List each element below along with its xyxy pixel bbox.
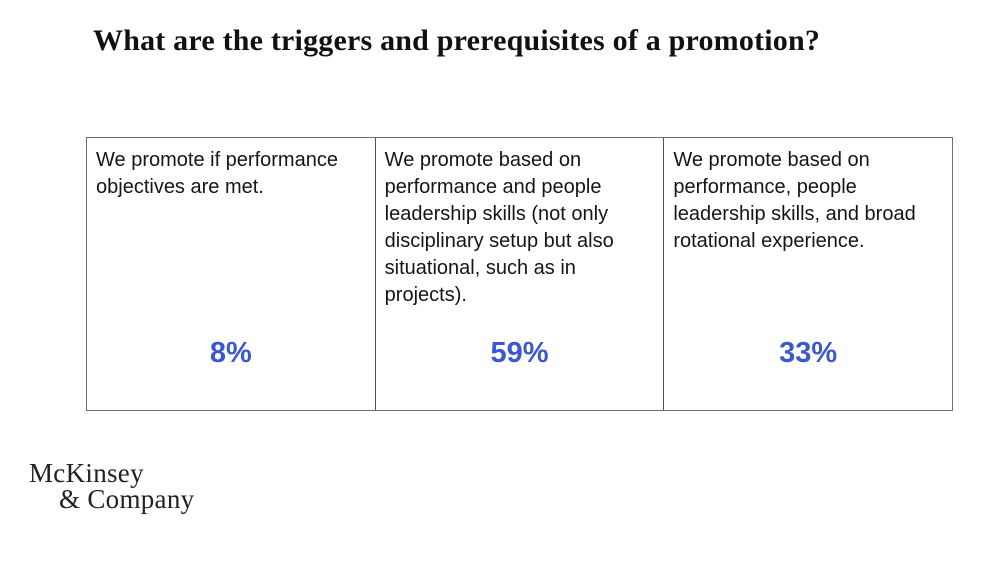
cell-percentage: 33% (779, 337, 838, 369)
cell-percentage: 59% (490, 337, 549, 369)
cell-text: We promote if performance objectives are… (96, 149, 338, 198)
slide-title: What are the triggers and prerequisites … (93, 24, 821, 57)
table-cell-performance-objectives: We promote if performance objectives are… (87, 138, 375, 410)
mckinsey-logo: McKinsey & Company (29, 458, 195, 514)
cell-text: We promote based on performance and peop… (384, 149, 614, 306)
cell-text: We promote based on performance, people … (673, 149, 916, 252)
logo-line-2: & Company (59, 484, 195, 514)
logo-line-1: McKinsey (29, 458, 144, 488)
cell-percentage: 8% (209, 337, 252, 369)
promotion-triggers-table: We promote if performance objectives are… (86, 137, 953, 411)
table-cell-broad-rotational-experience: We promote based on performance, people … (663, 138, 952, 410)
table-cell-performance-people-leadership: We promote based on performance and peop… (374, 138, 664, 410)
